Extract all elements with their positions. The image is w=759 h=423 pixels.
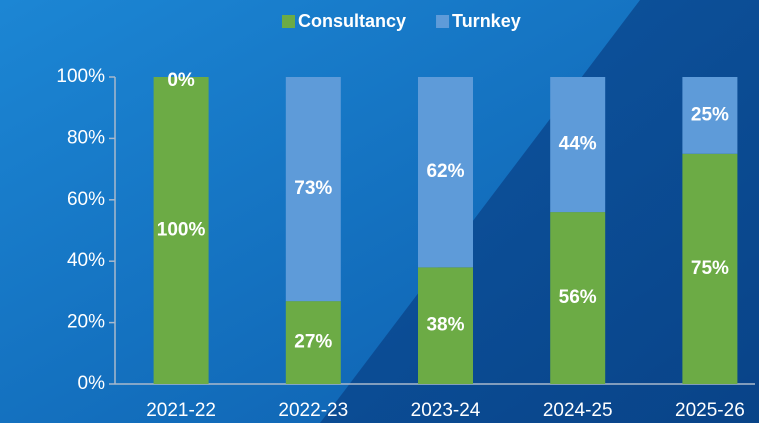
legend-label: Consultancy: [298, 11, 406, 31]
bar-segment: [285, 301, 341, 384]
y-tick-label: 100%: [56, 66, 105, 87]
bar-segment: [418, 267, 473, 384]
x-tick-label: 2023-24: [411, 400, 481, 421]
x-tick-label: 2021-22: [146, 400, 216, 421]
x-tick-label: 2025-26: [675, 400, 745, 421]
y-tick-label: 20%: [67, 312, 105, 333]
bar-segment: [418, 77, 473, 268]
data-label: 25%: [691, 104, 729, 125]
legend-swatch: [282, 15, 295, 28]
x-tick-label: 2022-23: [278, 400, 348, 421]
y-tick-label: 80%: [67, 127, 105, 148]
legend-label: Turnkey: [452, 11, 521, 31]
data-label: 73%: [294, 178, 332, 199]
x-tick-label: 2024-25: [543, 400, 613, 421]
data-label: 100%: [157, 220, 206, 241]
bar-segment: [153, 77, 209, 384]
bar-segment: [682, 153, 738, 384]
data-label: 0%: [167, 70, 195, 91]
data-label: 56%: [559, 287, 597, 308]
bar-segment: [682, 77, 738, 154]
data-label: 62%: [426, 161, 464, 182]
data-label: 44%: [559, 134, 597, 155]
bar-segment: [285, 77, 341, 302]
bar-segment: [550, 212, 606, 384]
data-label: 27%: [294, 332, 332, 353]
y-tick-label: 0%: [78, 373, 106, 394]
y-tick-label: 40%: [67, 250, 105, 271]
data-label: 75%: [691, 258, 729, 279]
y-tick-label: 60%: [67, 189, 105, 210]
data-label: 38%: [426, 315, 464, 336]
legend-swatch: [436, 15, 450, 28]
bar-segment: [550, 77, 606, 213]
